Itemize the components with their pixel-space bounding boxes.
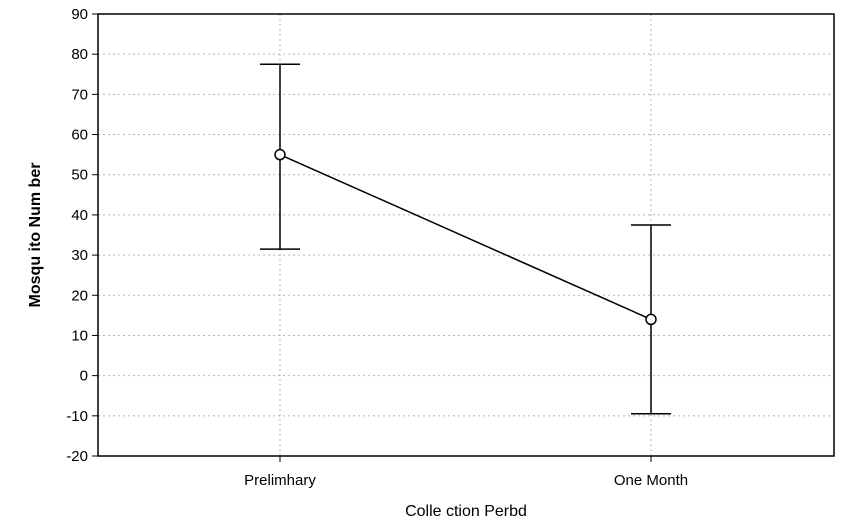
- y-tick-label: 80: [71, 46, 88, 63]
- data-point-marker: [645, 313, 657, 326]
- series-line: [279, 153, 652, 321]
- y-tick-label: 60: [71, 127, 88, 144]
- y-tick-label: 0: [80, 368, 88, 385]
- y-tick-label: 70: [71, 86, 88, 103]
- x-tick-label: Prelimhary: [244, 472, 316, 489]
- y-tick-label: 50: [71, 167, 88, 184]
- y-tick-label: 10: [71, 327, 88, 344]
- y-tick-label: -20: [66, 448, 88, 465]
- y-axis-title: Mosqu ito Num ber: [27, 163, 44, 308]
- series: [260, 63, 671, 415]
- y-tick-label: 20: [71, 287, 88, 304]
- y-tick-label: 30: [71, 247, 88, 264]
- x-axis-ticks: Prelimhary One Month: [244, 456, 688, 489]
- y-tick-label: -10: [66, 408, 88, 425]
- x-axis-title: Colle ction Perbd: [405, 503, 527, 520]
- y-tick-label: 90: [71, 6, 88, 23]
- y-tick-label: 40: [71, 207, 88, 224]
- data-point-marker: [274, 148, 286, 161]
- grid-lines: [98, 14, 834, 456]
- y-axis-ticks: -20 -10 0 10 20 30 40 50 60 70 80 90: [66, 6, 98, 465]
- x-tick-label: One Month: [614, 472, 688, 489]
- plot-area-frame: [97, 13, 835, 457]
